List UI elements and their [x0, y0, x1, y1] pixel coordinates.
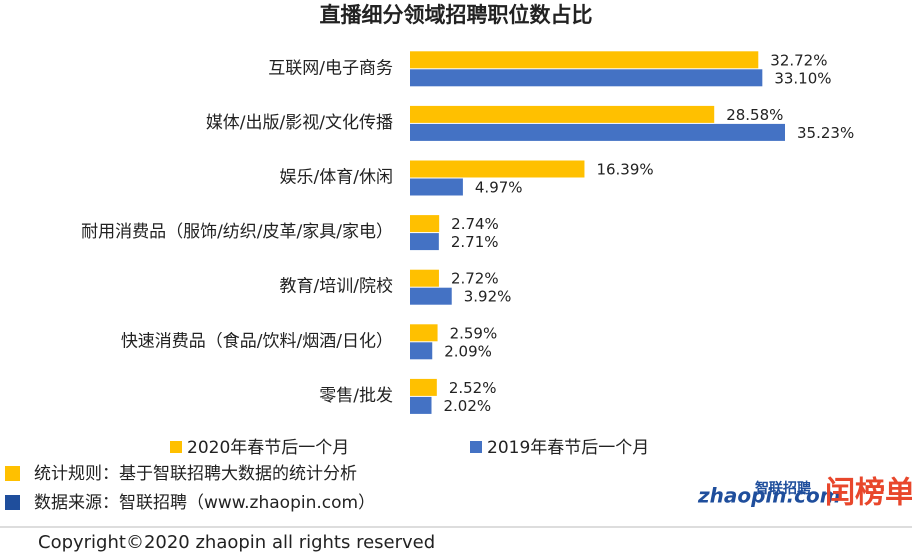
value-label: 2.09%: [444, 342, 492, 360]
value-label: 2.71%: [451, 233, 499, 251]
value-label: 2.74%: [451, 215, 499, 233]
value-label: 28.58%: [726, 106, 783, 124]
y-tick-label: 快速消费品（食品/饮料/烟酒/日化）: [121, 331, 393, 351]
bar: [410, 342, 433, 360]
value-label: 3.92%: [464, 288, 512, 306]
value-label: 33.10%: [774, 69, 831, 87]
logo-brand: 智联招聘: [754, 480, 811, 497]
legend-swatch: [470, 441, 482, 453]
bar: [410, 269, 439, 287]
bar: [410, 105, 715, 123]
bar: [410, 69, 763, 87]
legend-label: 2020年春节后一个月: [187, 438, 349, 458]
note-marker: [5, 466, 20, 481]
bar: [410, 160, 585, 178]
value-label: 2.59%: [450, 324, 498, 342]
bar: [410, 51, 759, 69]
bar: [410, 287, 452, 305]
y-tick-label: 教育/培训/院校: [280, 277, 393, 297]
y-tick-label: 耐用消费品（服饰/纺织/皮革/家具/家电）: [81, 222, 393, 242]
value-label: 16.39%: [596, 161, 653, 179]
bar: [410, 233, 439, 251]
value-label: 35.23%: [797, 124, 854, 142]
chart-title: 直播细分领域招聘职位数占比: [320, 3, 593, 27]
logo-site: zhaopin.com: [697, 484, 841, 508]
y-tick-label: 媒体/出版/影视/文化传播: [206, 113, 393, 133]
note: 数据来源：智联招聘（www.zhaopin.com）: [34, 493, 375, 513]
value-label: 2.02%: [444, 397, 492, 415]
value-label: 32.72%: [770, 51, 827, 69]
y-tick-label: 娱乐/体育/休闲: [280, 168, 393, 188]
bar: [410, 396, 432, 414]
value-label: 2.72%: [451, 270, 499, 288]
value-label: 2.52%: [449, 379, 497, 397]
bar: [410, 123, 785, 141]
value-label: 4.97%: [475, 179, 523, 197]
y-tick-label: 零售/批发: [319, 386, 393, 406]
bar: [410, 378, 437, 396]
legend-label: 2019年春节后一个月: [487, 438, 649, 458]
logo-badge: 闰榜单: [825, 476, 912, 511]
y-tick-label: 互联网/电子商务: [268, 58, 393, 78]
bar: [410, 178, 463, 196]
bar: [410, 324, 438, 342]
note: 统计规则：基于智联招聘大数据的统计分析: [34, 464, 357, 484]
copyright: Copyright©2020 zhaopin all rights reserv…: [38, 532, 435, 553]
note-marker: [5, 495, 20, 510]
bar: [410, 215, 440, 233]
legend-swatch: [170, 441, 182, 453]
